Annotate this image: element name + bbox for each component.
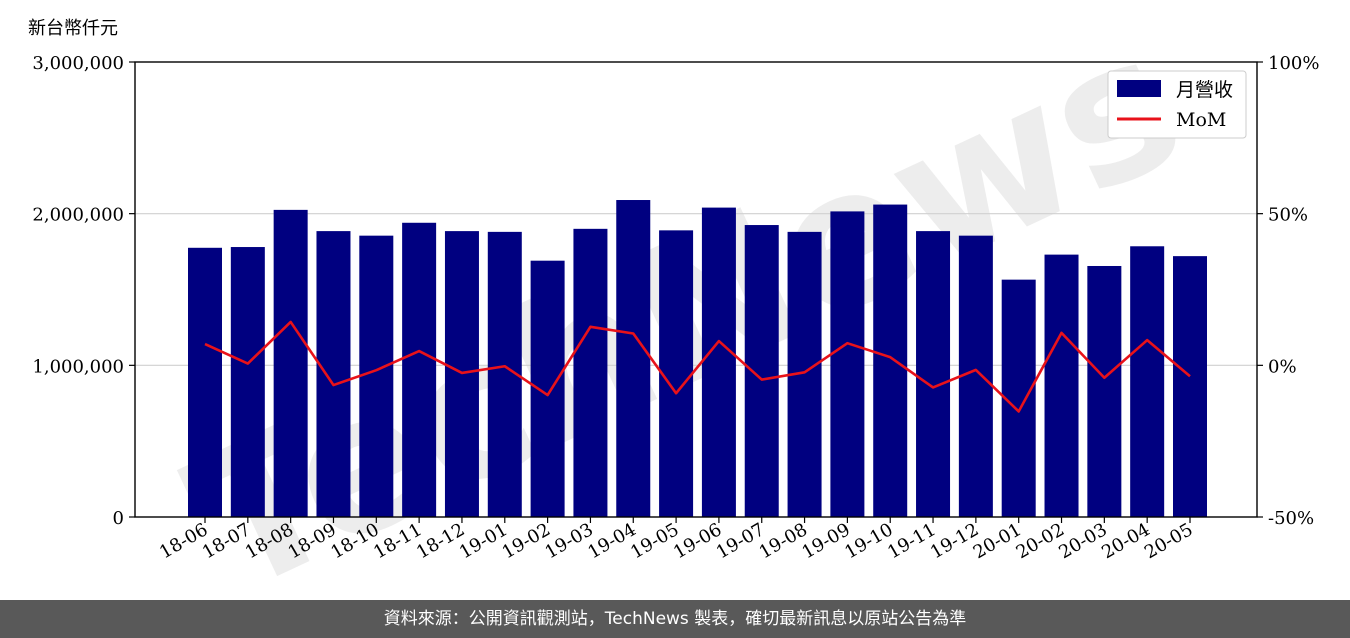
revenue-chart: TechNews 新台幣仟元 01,000,0002,000,0003,000,… [28,0,1319,600]
revenue-bar [916,231,951,517]
x-tick-label: 19-08 [756,519,811,563]
bars-group [188,200,1207,518]
revenue-bar [316,231,351,517]
x-tick-label: 19-04 [584,519,639,563]
revenue-bar [616,200,651,517]
revenue-bar [1087,265,1122,517]
right-tick-label: 0% [1268,356,1297,377]
x-tick-label: 19-07 [713,519,768,563]
right-tick-label: -50% [1268,508,1314,529]
revenue-bar [230,247,265,518]
revenue-bar [744,225,779,517]
revenue-bar [873,204,908,518]
mom-line [204,320,1191,413]
x-tick-label: 19-10 [841,519,896,563]
source-footer: 資料來源：公開資訊觀測站，TechNews 製表，確切最新訊息以原站公告為準 [0,600,1350,638]
revenue-bar [573,228,608,518]
x-tick-label: 18-06 [156,519,211,563]
x-tick-label: 20-04 [1098,519,1153,563]
legend-bar-label: 月營收 [1176,79,1233,101]
x-tick-label: 19-11 [884,519,939,563]
revenue-bar [701,207,736,517]
legend-bar-swatch [1117,80,1161,97]
x-tick-label: 20-02 [1013,519,1068,563]
legend: 月營收 MoM [1107,70,1247,139]
revenue-bar [1001,279,1036,517]
revenue-bar [402,222,437,517]
x-tick-label: 20-01 [970,519,1025,563]
x-tick-label: 19-12 [927,519,982,563]
revenue-bar [1130,246,1165,517]
revenue-bar [830,211,865,517]
x-tick-label: 20-03 [1055,519,1110,563]
right-tick-label: 100% [1268,53,1319,74]
x-tick-label: 19-03 [541,519,596,563]
left-tick-label: 2,000,000 [32,205,124,226]
revenue-bar [273,209,308,517]
mom-line-group [204,320,1191,413]
x-tick-label: 19-05 [627,519,682,563]
x-tick-label: 19-06 [670,519,725,563]
unit-label: 新台幣仟元 [28,18,118,39]
legend-line-label: MoM [1176,109,1226,131]
x-tick-label: 19-02 [499,519,554,563]
plot-frame [134,61,1258,518]
revenue-bar [958,235,993,518]
revenue-bar [1173,256,1207,517]
revenue-bar [659,230,694,517]
revenue-bar [359,235,394,518]
revenue-bar [188,247,222,517]
left-tick-label: 3,000,000 [32,53,124,74]
revenue-bar [1044,254,1079,517]
revenue-bar [530,260,565,517]
left-tick-label: 0 [113,508,124,529]
x-tick-label: 19-09 [798,519,853,563]
right-tick-label: 50% [1268,205,1308,226]
x-tick-label: 20-05 [1141,519,1196,563]
left-tick-label: 1,000,000 [32,356,124,377]
